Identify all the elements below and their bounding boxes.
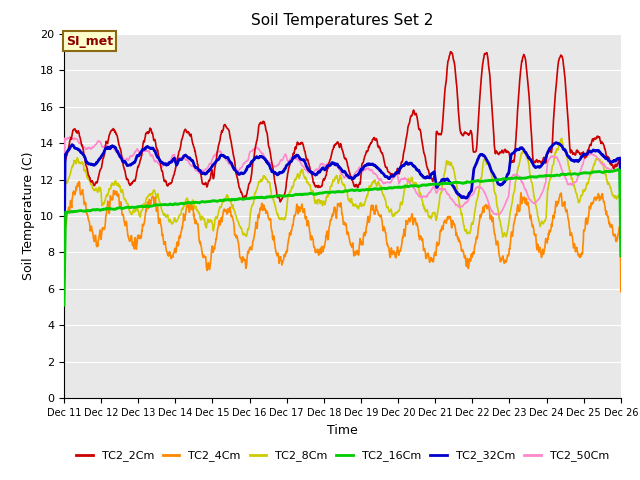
TC2_32Cm xyxy=(552,140,559,145)
TC2_8Cm xyxy=(551,152,559,158)
Line: TC2_16Cm: TC2_16Cm xyxy=(64,169,621,305)
TC2_4Cm xyxy=(502,259,509,265)
X-axis label: Time: Time xyxy=(327,424,358,437)
TC2_4Cm xyxy=(76,179,83,184)
TC2_32Cm xyxy=(170,155,178,161)
TC2_4Cm xyxy=(429,259,437,265)
TC2_16Cm xyxy=(184,200,191,205)
TC2_8Cm xyxy=(184,197,191,203)
TC2_2Cm xyxy=(447,49,454,55)
Title: Soil Temperatures Set 2: Soil Temperatures Set 2 xyxy=(252,13,433,28)
Line: TC2_8Cm: TC2_8Cm xyxy=(64,138,621,292)
Text: SI_met: SI_met xyxy=(66,35,113,48)
TC2_32Cm xyxy=(246,162,254,168)
TC2_32Cm xyxy=(551,141,559,146)
TC2_4Cm xyxy=(184,200,192,206)
TC2_2Cm xyxy=(502,149,509,155)
TC2_50Cm xyxy=(60,239,68,245)
TC2_8Cm xyxy=(170,216,178,221)
TC2_16Cm xyxy=(170,202,178,207)
TC2_2Cm xyxy=(246,179,254,185)
TC2_2Cm xyxy=(170,171,178,177)
Legend: TC2_2Cm, TC2_4Cm, TC2_8Cm, TC2_16Cm, TC2_32Cm, TC2_50Cm: TC2_2Cm, TC2_4Cm, TC2_8Cm, TC2_16Cm, TC2… xyxy=(72,446,613,466)
TC2_32Cm xyxy=(617,235,625,241)
TC2_4Cm xyxy=(246,244,254,250)
TC2_50Cm xyxy=(246,148,254,154)
TC2_16Cm xyxy=(551,172,559,178)
TC2_50Cm xyxy=(502,199,509,205)
TC2_8Cm xyxy=(429,210,436,216)
TC2_16Cm xyxy=(60,302,68,308)
TC2_32Cm xyxy=(184,155,191,160)
TC2_16Cm xyxy=(614,167,622,172)
TC2_2Cm xyxy=(551,96,559,101)
TC2_50Cm xyxy=(429,185,437,191)
Line: TC2_2Cm: TC2_2Cm xyxy=(64,52,621,284)
TC2_4Cm xyxy=(60,284,68,289)
Line: TC2_4Cm: TC2_4Cm xyxy=(64,181,621,292)
TC2_8Cm xyxy=(502,233,509,239)
TC2_16Cm xyxy=(617,253,625,259)
TC2_2Cm xyxy=(184,129,191,135)
TC2_32Cm xyxy=(502,177,509,183)
TC2_8Cm xyxy=(246,213,254,218)
TC2_50Cm xyxy=(617,252,625,258)
TC2_32Cm xyxy=(429,170,436,176)
TC2_32Cm xyxy=(60,274,68,280)
Y-axis label: Soil Temperature (C): Soil Temperature (C) xyxy=(22,152,35,280)
TC2_50Cm xyxy=(171,153,179,158)
TC2_50Cm xyxy=(66,133,74,139)
TC2_8Cm xyxy=(60,289,68,295)
TC2_4Cm xyxy=(617,289,625,295)
TC2_2Cm xyxy=(60,281,68,287)
Line: TC2_32Cm: TC2_32Cm xyxy=(64,143,621,277)
TC2_2Cm xyxy=(429,179,436,184)
TC2_16Cm xyxy=(246,195,254,201)
TC2_50Cm xyxy=(551,155,559,160)
TC2_8Cm xyxy=(557,135,565,141)
TC2_2Cm xyxy=(617,218,625,224)
TC2_16Cm xyxy=(429,181,436,187)
TC2_8Cm xyxy=(617,243,625,249)
TC2_4Cm xyxy=(551,210,559,216)
Line: TC2_50Cm: TC2_50Cm xyxy=(64,136,621,255)
TC2_16Cm xyxy=(502,176,509,182)
TC2_50Cm xyxy=(184,158,192,164)
TC2_4Cm xyxy=(171,246,179,252)
